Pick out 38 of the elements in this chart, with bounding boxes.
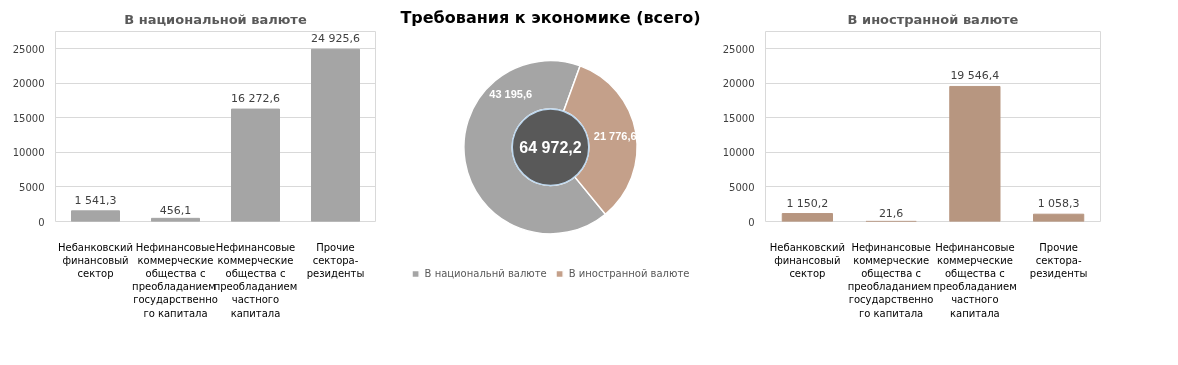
data-label: 19 546,4 — [950, 69, 1000, 83]
data-label: 1 058,3 — [1037, 197, 1080, 211]
text: 64 972,2 — [519, 138, 582, 156]
y-tick-label: 25000 — [12, 43, 45, 55]
bar — [311, 48, 360, 222]
data-label: 1 541,3 — [74, 193, 117, 207]
x-tick-label: Небанковский финансовый сектор — [769, 241, 845, 279]
y-tick-label: 0 — [748, 216, 755, 228]
chart-title: В иностранной валюте — [847, 11, 1019, 27]
bar — [781, 213, 833, 222]
y-tick-label: 15000 — [12, 112, 45, 124]
bar — [949, 85, 1001, 222]
x-tick-label: Нефинансовые коммерческие общества с преобладанием частного капитала — [933, 241, 1017, 319]
data-label: 21,6 — [878, 207, 904, 221]
x-tick-label: Прочие сектора-резиденты — [1029, 241, 1088, 279]
y-tick-label: 15000 — [722, 112, 755, 124]
data-label: 456,1 — [159, 204, 192, 218]
legend-label: В иностранной валюте — [568, 268, 690, 279]
y-tick-label: 5000 — [19, 181, 45, 193]
data-label: 43 195,6 — [489, 88, 533, 101]
y-tick-label: 20000 — [722, 78, 755, 90]
data-label: 21 776,6 — [593, 130, 637, 143]
x-tick-label: Прочие сектора-резиденты — [306, 241, 365, 279]
y-tick-label: 5000 — [729, 181, 755, 193]
data-label: 24 925,6 — [311, 32, 360, 46]
y-tick-label: 0 — [38, 216, 45, 228]
data-label: 16 272,6 — [231, 92, 280, 106]
y-tick-label: 20000 — [12, 78, 45, 90]
data-label: 1 150,2 — [786, 196, 829, 210]
x-tick-label: Нефинансовые коммерческие общества с преобладанием государственного капитала — [847, 241, 934, 319]
y-tick-label: 25000 — [722, 43, 755, 55]
chart-title: В национальной валюте — [124, 11, 307, 27]
y-tick-label: 10000 — [722, 147, 755, 159]
legend-label: В национальнй валюте — [424, 268, 547, 279]
y-tick-label: 10000 — [12, 147, 45, 159]
bar — [231, 108, 280, 222]
bar — [71, 210, 120, 222]
chart-title: Требования к экономике (всего) — [400, 7, 701, 27]
